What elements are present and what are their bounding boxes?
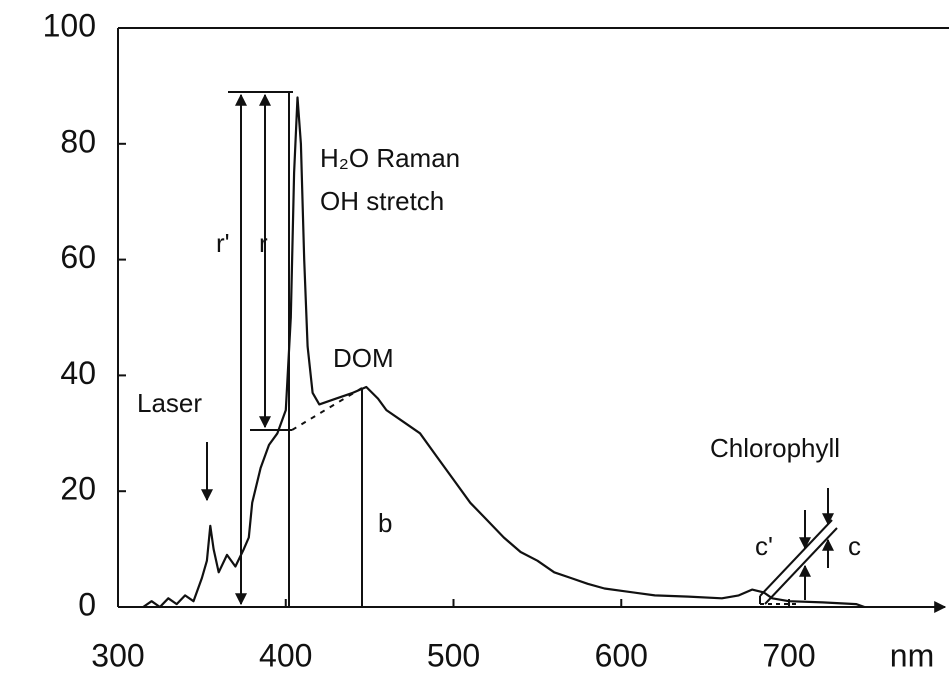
y-tick-label: 80 xyxy=(60,123,96,159)
x-tick-label: 700 xyxy=(762,637,815,673)
x-axis-label: nm xyxy=(890,637,934,673)
x-tick-label: 400 xyxy=(259,637,312,673)
y-tick-label: 20 xyxy=(60,471,96,507)
spectrum-line xyxy=(142,96,865,609)
dom-baseline xyxy=(291,387,363,431)
annotation: r' xyxy=(216,228,230,258)
y-tick-label: 60 xyxy=(60,239,96,275)
x-tick-label: 500 xyxy=(427,637,480,673)
chl-bar-1 xyxy=(759,519,833,597)
annotation: b xyxy=(378,508,392,538)
annotation: c' xyxy=(755,531,773,561)
annotation: OH stretch xyxy=(320,186,444,216)
chl-bar-2 xyxy=(764,527,838,605)
annotation: H₂O Raman xyxy=(320,143,460,173)
annotation: c xyxy=(848,531,861,561)
annotation: r xyxy=(259,228,268,258)
y-tick-label: 0 xyxy=(78,586,96,622)
x-tick-label: 600 xyxy=(595,637,648,673)
y-tick-label: 40 xyxy=(60,355,96,391)
annotation: DOM xyxy=(333,343,394,373)
annotation: Laser xyxy=(137,388,202,418)
annotation: Chlorophyll xyxy=(710,433,840,463)
x-tick-label: 300 xyxy=(91,637,144,673)
y-tick-label: 100 xyxy=(43,7,96,43)
